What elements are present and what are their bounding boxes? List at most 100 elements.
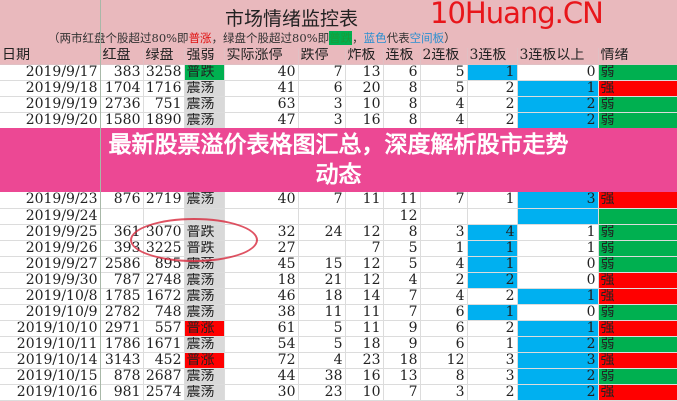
cell-three-board: 1 — [467, 304, 518, 321]
cell-three-board: 1 — [467, 64, 518, 81]
cell-two-board: 4 — [420, 288, 468, 305]
cell-above-three: 1 — [517, 320, 599, 337]
cell-failed-limit: 12 — [345, 272, 384, 289]
cell-red-count: 1785 — [100, 288, 144, 305]
cell-red-count: 3143 — [100, 352, 144, 369]
cell-strength: 震荡 — [184, 256, 225, 273]
subtitle-space: 空间板 — [409, 31, 445, 45]
cell-strength: 震荡 — [184, 96, 225, 113]
cell-green-count: 557 — [143, 320, 185, 337]
cell-mood: 弱 — [598, 96, 677, 113]
cell-limit-up: 27 — [224, 240, 299, 257]
cell-red-count: 981 — [100, 384, 144, 401]
header-failed-limit: 炸板 — [345, 48, 384, 65]
table-row: 2019/10/15 878 2687 震荡 44 38 16 13 8 3 2 弱 — [0, 368, 677, 385]
cell-limit-up: 38 — [224, 304, 299, 321]
table-row: 2019/9/26 393 3225 普跌 27 7 5 1 1 1 弱 — [0, 240, 677, 257]
cell-consecutive: 9 — [383, 320, 421, 337]
table-row: 2019/9/19 2736 751 震荡 63 3 10 8 4 2 2 弱 — [0, 96, 677, 113]
cell-strength: 普涨 — [184, 320, 225, 337]
cell-date: 2019/9/20 — [0, 112, 101, 129]
cell-above-three: 2 — [517, 96, 599, 113]
cell-green-count: 748 — [143, 304, 185, 321]
cell-failed-limit: 16 — [345, 368, 384, 385]
cell-failed-limit: 12 — [345, 256, 384, 273]
cell-strength: 震荡 — [184, 288, 225, 305]
cell-consecutive: 5 — [383, 256, 421, 273]
cell-above-three: 2 — [517, 368, 599, 385]
cell-mood: 强 — [598, 320, 677, 337]
cell-date: 2019/10/10 — [0, 320, 101, 337]
cell-two-board: 6 — [420, 336, 468, 353]
cell-consecutive: 5 — [383, 240, 421, 257]
cell-limit-up: 18 — [224, 272, 299, 289]
cell-strength — [184, 208, 225, 225]
cell-red-count: 876 — [100, 192, 144, 209]
cell-above-three — [517, 208, 599, 225]
cell-limit-up: 32 — [224, 224, 299, 241]
cell-limit-up: 46 — [224, 288, 299, 305]
cell-date: 2019/10/9 — [0, 304, 101, 321]
cell-above-three: 1 — [517, 240, 599, 257]
header-strength: 强弱 — [184, 48, 225, 65]
cell-date: 2019/10/14 — [0, 352, 101, 369]
cell-date: 2019/10/15 — [0, 368, 101, 385]
table-row: 2019/10/14 3143 452 普涨 72 4 23 18 12 3 3 强 — [0, 352, 677, 369]
cell-failed-limit: 10 — [345, 96, 384, 113]
cell-green-count: 3258 — [143, 64, 185, 81]
header-limit-down: 跌停 — [298, 48, 346, 65]
cell-above-three: 1 — [517, 288, 599, 305]
cell-mood: 强 — [598, 192, 677, 209]
banner-title: 最新股票溢价表格图汇总，深度解析股市走势动态 — [108, 132, 569, 188]
cell-limit-up — [224, 208, 299, 225]
cell-red-count: 393 — [100, 240, 144, 257]
cell-limit-down: 3 — [298, 112, 346, 129]
cell-date: 2019/9/17 — [0, 64, 101, 81]
cell-two-board: 5 — [420, 80, 468, 97]
subtitle-up: 普涨 — [188, 31, 212, 45]
cell-failed-limit: 7 — [345, 240, 384, 257]
cell-limit-down — [298, 208, 346, 225]
cell-limit-up: 40 — [224, 64, 299, 81]
cell-green-count: 751 — [143, 96, 185, 113]
table-row: 2019/9/20 1580 1890 震荡 47 3 16 8 4 2 2 弱 — [0, 112, 677, 129]
cell-failed-limit — [345, 208, 384, 225]
cell-above-three: 0 — [517, 256, 599, 273]
cell-above-three: 2 — [517, 112, 599, 129]
cell-limit-up: 72 — [224, 352, 299, 369]
table-row: 2019/10/8 1785 1672 震荡 46 18 14 7 4 2 1 强 — [0, 288, 677, 305]
header-date: 日期 — [0, 48, 101, 65]
cell-two-board: 7 — [420, 192, 468, 209]
cell-green-count: 1671 — [143, 336, 185, 353]
cell-date: 2019/9/27 — [0, 256, 101, 273]
cell-limit-down: 21 — [298, 272, 346, 289]
header-two-board: 2连板 — [420, 48, 468, 65]
table-row: 2019/10/10 2971 557 普涨 61 5 11 9 6 2 1 强 — [0, 320, 677, 337]
cell-three-board: 1 — [467, 256, 518, 273]
market-sentiment-table: 日期 红盘 绿盘 强弱 实际涨停 跌停 炸板 连板 2连板 3连板 3连板以上 情绪 2019/9/1… — [0, 48, 677, 129]
cell-limit-up: 63 — [224, 96, 299, 113]
cell-failed-limit: 12 — [345, 224, 384, 241]
cell-failed-limit: 20 — [345, 80, 384, 97]
cell-two-board: 4 — [420, 112, 468, 129]
cell-failed-limit: 11 — [345, 320, 384, 337]
cell-failed-limit: 16 — [345, 112, 384, 129]
cell-red-count: 878 — [100, 368, 144, 385]
subtitle-text: ） — [444, 31, 456, 45]
cell-strength: 震荡 — [184, 112, 225, 129]
cell-green-count: 2748 — [143, 272, 185, 289]
cell-above-three: 3 — [517, 352, 599, 369]
cell-above-three: 2 — [517, 384, 599, 401]
header-red-count: 红盘 — [100, 48, 144, 65]
cell-above-three: 2 — [517, 336, 599, 353]
cell-green-count: 452 — [143, 352, 185, 369]
cell-strength: 震荡 — [184, 272, 225, 289]
header-consecutive: 连板 — [383, 48, 421, 65]
cell-green-count — [143, 208, 185, 225]
cell-three-board: 2 — [467, 288, 518, 305]
cell-three-board: 3 — [467, 368, 518, 385]
subtitle-text: （两市红盘个股超过80%即 — [48, 31, 189, 45]
cell-mood — [598, 208, 677, 225]
cell-consecutive: 13 — [383, 368, 421, 385]
